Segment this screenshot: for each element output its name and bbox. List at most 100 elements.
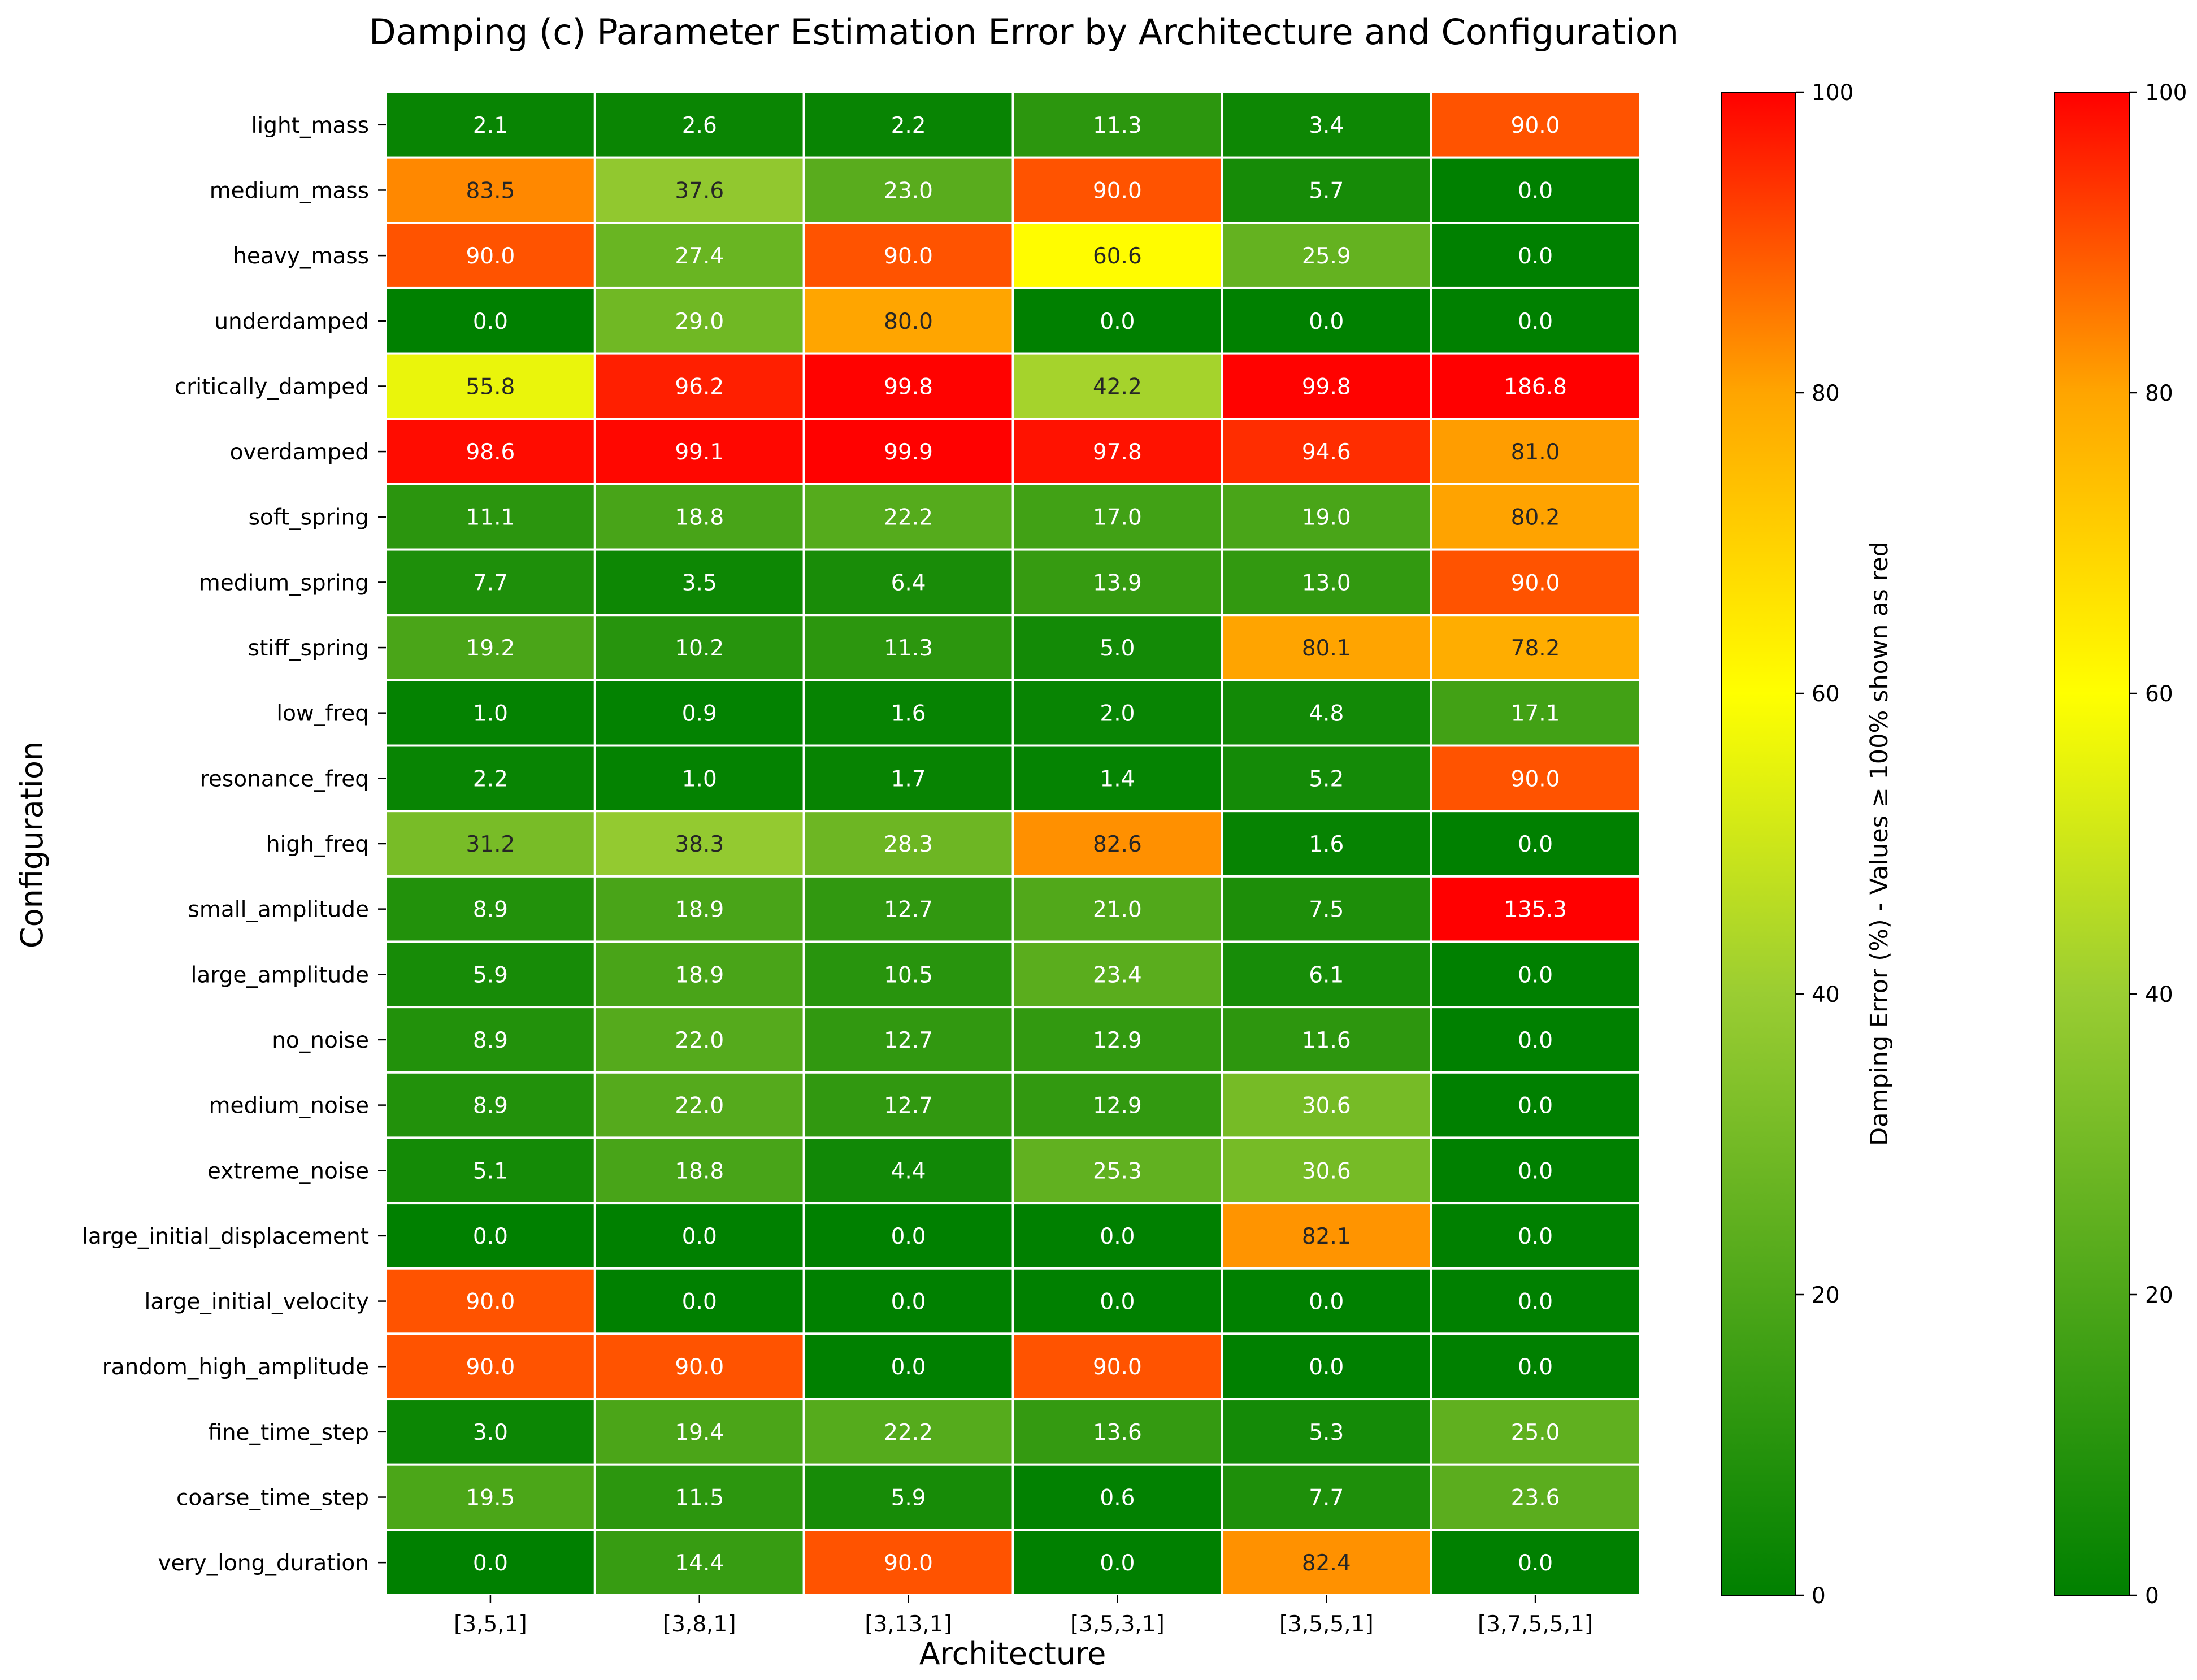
cell-value-label: 60.6 <box>1093 244 1142 269</box>
cell-value-label: 90.0 <box>1093 1355 1142 1380</box>
cell-value-label: 31.2 <box>466 832 515 857</box>
cell-value-label: 78.2 <box>1511 636 1560 661</box>
heatmap-cell <box>593 91 805 159</box>
heatmap-cell <box>1430 1332 1642 1401</box>
y-tick-label: overdamped <box>230 440 369 465</box>
cell-value-label: 90.0 <box>884 244 933 269</box>
heatmap-cell <box>1221 875 1432 943</box>
cell-value-label: 5.7 <box>1309 178 1344 203</box>
cell-value-label: 3.0 <box>473 1420 508 1445</box>
heatmap-cell <box>593 1463 805 1531</box>
cell-value-label: 0.0 <box>1518 1093 1553 1119</box>
heatmap-cell <box>802 1529 1014 1597</box>
cell-value-label: 8.9 <box>473 1093 508 1119</box>
cell-value-label: 5.9 <box>891 1486 926 1511</box>
heatmap-cell <box>385 1332 596 1401</box>
heatmap-cell <box>802 1463 1014 1531</box>
heatmap-cell <box>385 91 596 159</box>
y-tick-label: soft_spring <box>249 505 369 531</box>
heatmap-cell <box>802 483 1014 551</box>
colorbar-label: Damping Error (%) - Values ≥ 100% shown … <box>1865 541 1894 1146</box>
x-tick-label: [3,5,1] <box>454 1612 527 1637</box>
cell-value-label: 2.1 <box>473 113 508 138</box>
cell-value-label: 18.8 <box>675 505 724 531</box>
colorbar-tick-label: 100 <box>1812 80 1853 106</box>
cell-value-label: 11.3 <box>1093 113 1142 138</box>
heatmap-cell <box>802 875 1014 943</box>
colorbars: 0 20 40 60 80 100 Damping Error (%) - Values ≥… <box>1721 80 2187 1609</box>
cell-value-label: 7.5 <box>1309 897 1344 923</box>
y-tick-label: extreme_noise <box>207 1158 369 1184</box>
cell-value-label: 0.0 <box>1309 1355 1344 1380</box>
cell-value-label: 97.8 <box>1093 440 1142 465</box>
heatmap-cell <box>1430 222 1642 289</box>
heatmap-cell <box>1221 1071 1432 1139</box>
heatmap-cell <box>1011 940 1223 1009</box>
colorbar <box>2054 92 2130 1596</box>
cell-value-label: 0.9 <box>682 701 717 727</box>
colorbar-tick-label: 20 <box>1812 1283 1840 1308</box>
cell-value-label: 99.9 <box>884 440 933 465</box>
cell-value-label: 4.4 <box>891 1158 926 1184</box>
x-axis-label: Architecture <box>919 1636 1106 1672</box>
cell-value-label: 0.0 <box>1518 1028 1553 1053</box>
y-tick-label: coarse_time_step <box>176 1486 369 1511</box>
y-axis-ticks: light_mass medium_mass heavy_mass underdamp… <box>82 113 386 1576</box>
cell-value-label: 0.0 <box>891 1355 926 1380</box>
heatmap-cell <box>1011 875 1223 943</box>
heatmap-cell <box>1221 1463 1432 1531</box>
heatmap-cell <box>1430 286 1642 355</box>
cell-value-label: 10.2 <box>675 636 724 661</box>
cell-value-label: 0.0 <box>1100 1290 1135 1315</box>
cell-value-label: 80.0 <box>884 309 933 335</box>
cell-value-label: 82.1 <box>1302 1224 1351 1249</box>
heatmap-cell <box>1430 1267 1642 1335</box>
y-tick-label: underdamped <box>214 309 369 335</box>
cell-value-label: 8.9 <box>473 897 508 923</box>
cell-value-label: 99.1 <box>675 440 724 465</box>
cell-value-label: 19.2 <box>466 636 515 661</box>
heatmap-cell <box>385 1398 596 1466</box>
heatmap-cell <box>1430 1463 1642 1531</box>
cell-value-label: 0.0 <box>1518 832 1553 857</box>
cell-value-label: 5.1 <box>473 1158 508 1184</box>
cell-value-label: 55.8 <box>466 374 515 400</box>
heatmap-cell <box>385 418 596 485</box>
heatmap-cell <box>385 548 596 617</box>
cell-value-label: 13.6 <box>1093 1420 1142 1445</box>
y-tick-label: no_noise <box>272 1028 369 1053</box>
heatmap-cell <box>385 744 596 813</box>
cell-value-label: 2.6 <box>682 113 717 138</box>
y-axis-label: Configuration <box>14 741 50 948</box>
heatmap-cell <box>1430 483 1642 551</box>
y-tick-label: small_amplitude <box>188 897 369 923</box>
cell-value-label: 0.0 <box>891 1224 926 1249</box>
heatmap-cell <box>1011 352 1223 420</box>
heatmap-cell <box>385 1463 596 1531</box>
colorbar-tick-label: 0 <box>1812 1583 1826 1609</box>
heatmap-cell <box>802 1202 1014 1270</box>
heatmap-cell <box>1221 222 1432 289</box>
heatmap-cell <box>1011 1398 1223 1466</box>
cell-value-label: 0.0 <box>1518 244 1553 269</box>
colorbar-tick-label: 60 <box>2145 681 2173 707</box>
cell-value-label: 82.6 <box>1093 832 1142 857</box>
chart-title: Damping (c) Parameter Estimation Error b… <box>369 11 1679 53</box>
cell-value-label: 1.7 <box>891 766 926 792</box>
colorbar-tick-label: 100 <box>2145 80 2187 106</box>
cell-value-label: 0.0 <box>473 1551 508 1576</box>
cell-value-label: 6.1 <box>1309 962 1344 988</box>
heatmap-cell <box>1430 1071 1642 1139</box>
cell-value-label: 38.3 <box>675 832 724 857</box>
heatmap-cell <box>1430 1136 1642 1205</box>
heatmap-cell <box>1011 286 1223 355</box>
cell-value-label: 12.7 <box>884 897 933 923</box>
cell-value-label: 81.0 <box>1511 440 1560 465</box>
cell-value-label: 0.0 <box>682 1224 717 1249</box>
heatmap-cell <box>1011 1136 1223 1205</box>
heatmap-cell <box>1221 1267 1432 1335</box>
y-tick-label: light_mass <box>251 113 369 138</box>
heatmap-cell <box>1430 940 1642 1009</box>
y-tick-label: fine_time_step <box>208 1420 369 1445</box>
